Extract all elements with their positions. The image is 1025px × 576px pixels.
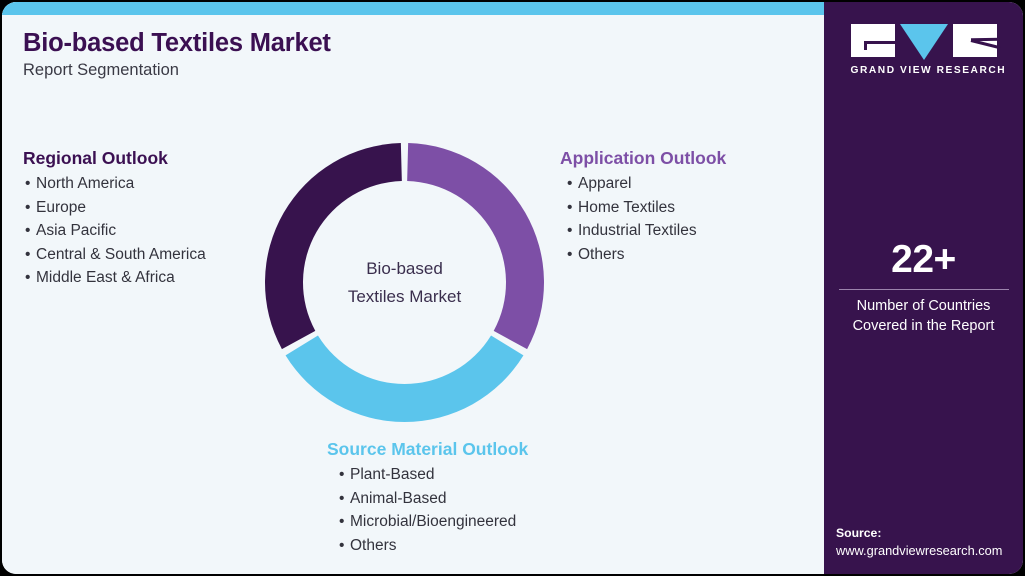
page-title: Bio-based Textiles Market: [23, 29, 331, 57]
application-outlook-list: Apparel Home Textiles Industrial Textile…: [560, 172, 726, 266]
grand-view-research-logo: GRAND VIEW RESEARCH: [850, 24, 1007, 76]
stat-divider: [838, 289, 1009, 290]
logo-wordmark: GRAND VIEW RESEARCH: [850, 65, 1007, 76]
logo-r-icon: [952, 24, 997, 57]
regional-outlook-heading: Regional Outlook: [23, 148, 168, 168]
source-material-outlook-block: Source Material Outlook Plant-Based Anim…: [327, 439, 528, 557]
brand-panel: GRAND VIEW RESEARCH 22+ Number of Countr…: [824, 2, 1023, 574]
list-item: Microbial/Bioengineered: [339, 510, 528, 534]
list-item: Industrial Textiles: [567, 219, 726, 243]
source-url[interactable]: www.grandviewresearch.com: [836, 543, 1003, 558]
content-area: Bio-based Textiles Market Report Segment…: [2, 2, 824, 574]
stat-caption-line-1: Number of Countries: [856, 298, 991, 314]
source-material-outlook-heading: Source Material Outlook: [327, 439, 529, 459]
page-subtitle: Report Segmentation: [23, 61, 179, 79]
list-item: Home Textiles: [567, 196, 726, 220]
regional-outlook-list: North America Europe Asia Pacific Centra…: [23, 172, 206, 290]
logo-g-icon: [850, 24, 898, 57]
source-label: Source:: [836, 526, 882, 540]
logo-v-triangle-icon: [899, 24, 948, 60]
donut-segment-application-outlook: [407, 143, 544, 350]
source-material-outlook-list: Plant-Based Animal-Based Microbial/Bioen…: [327, 463, 528, 557]
stat-number: 22+: [891, 238, 956, 281]
donut-svg: [265, 143, 544, 422]
list-item: Middle East & Africa: [25, 266, 206, 290]
countries-stat: 22+ Number of Countries Covered in the R…: [824, 238, 1023, 336]
list-item: Central & South America: [25, 243, 206, 267]
list-item: Plant-Based: [339, 463, 528, 487]
segmentation-donut-chart: Bio-based Textiles Market: [265, 143, 544, 422]
list-item: Others: [567, 243, 726, 267]
donut-segment-source-material-outlook: [285, 335, 524, 422]
application-outlook-heading: Application Outlook: [560, 148, 727, 168]
list-item: Others: [339, 534, 528, 558]
list-item: Apparel: [567, 172, 726, 196]
list-item: Asia Pacific: [25, 219, 206, 243]
donut-segment-regional-outlook: [265, 143, 402, 350]
stat-caption-line-2: Covered in the Report: [852, 318, 995, 334]
list-item: Animal-Based: [339, 487, 528, 511]
list-item: North America: [25, 172, 206, 196]
logo-marks: [850, 24, 997, 60]
list-item: Europe: [25, 196, 206, 220]
regional-outlook-block: Regional Outlook North America Europe As…: [23, 148, 206, 290]
application-outlook-block: Application Outlook Apparel Home Textile…: [560, 148, 726, 266]
source-footer: Source: www.grandviewresearch.com: [836, 525, 1022, 560]
top-accent-bar: [2, 2, 824, 15]
